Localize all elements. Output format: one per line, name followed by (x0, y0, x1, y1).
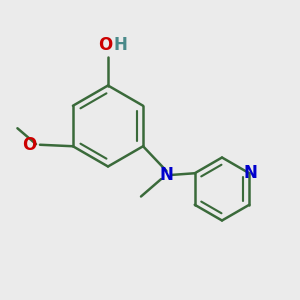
Text: H: H (113, 36, 127, 54)
Text: O: O (22, 136, 36, 154)
Text: N: N (160, 167, 173, 184)
Text: N: N (244, 164, 258, 182)
Text: O: O (98, 36, 113, 54)
